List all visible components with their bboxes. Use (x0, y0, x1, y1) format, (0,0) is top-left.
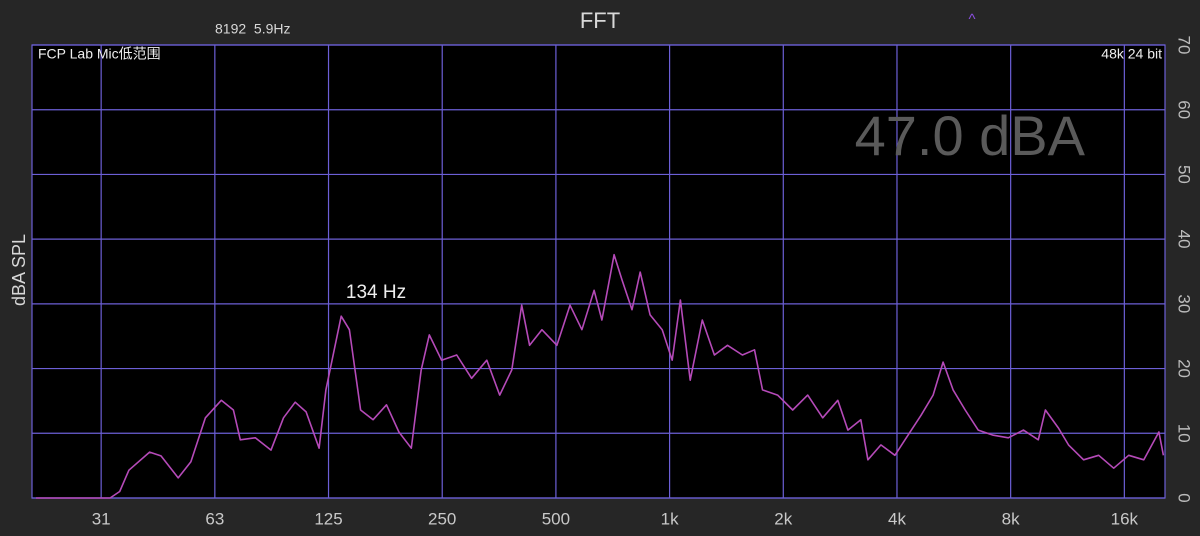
y-tick-label: 60 (1175, 100, 1194, 119)
grid (31, 44, 1166, 499)
y-tick-label: 10 (1175, 424, 1194, 443)
x-tick-label: 1k (661, 509, 679, 528)
plot-area (32, 45, 1165, 498)
x-tick-label: 250 (428, 509, 456, 528)
x-tick-label: 63 (205, 509, 224, 528)
input-format: 48k 24 bit (1101, 46, 1162, 62)
x-tick-label: 2k (774, 509, 792, 528)
level-readout: 47.0 dBA (855, 104, 1086, 167)
plot-frame (31, 44, 1166, 499)
plot (36, 253, 1165, 499)
spectrum-line (36, 253, 1165, 499)
peak-annotation: 134 Hz (346, 282, 406, 303)
y-tick-label: 50 (1175, 165, 1194, 184)
y-tick-label: 30 (1175, 294, 1194, 313)
x-tick-label: 16k (1111, 509, 1139, 528)
y-tick-label: 20 (1175, 359, 1194, 378)
x-tick-label: 31 (92, 509, 111, 528)
y-tick-label: 70 (1175, 36, 1194, 55)
x-tick-label: 4k (888, 509, 906, 528)
chart-title: FFT (580, 8, 620, 33)
y-tick-label: 40 (1175, 230, 1194, 249)
y-axis-label: dBA SPL (9, 234, 29, 306)
x-tick-label: 500 (542, 509, 570, 528)
x-tick-label: 125 (314, 509, 342, 528)
input-source: FCP Lab Mic低范围 (38, 46, 161, 62)
fft-info: 8192 5.9Hz (215, 21, 291, 37)
y-tick-label: 0 (1175, 493, 1194, 502)
x-tick-label: 8k (1002, 509, 1020, 528)
menu-marker[interactable]: ^ (968, 11, 975, 28)
